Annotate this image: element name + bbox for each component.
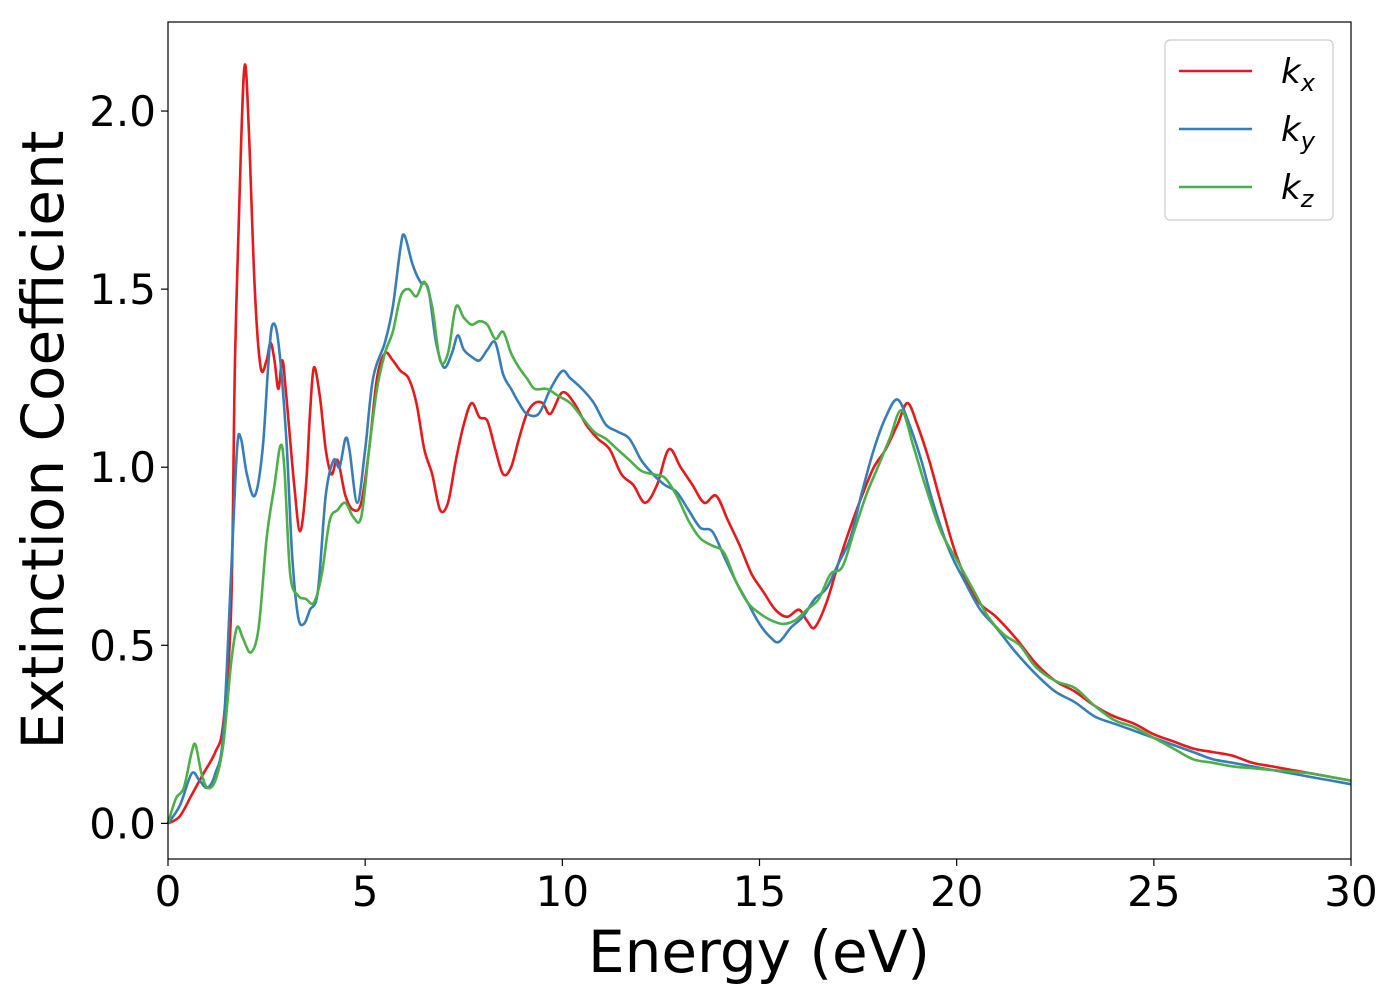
y-tick-label: 1.0 <box>89 443 156 492</box>
legend-label-k-x: kx <box>1281 52 1316 97</box>
y-tick-label: 0.5 <box>89 621 156 670</box>
x-axis: 0 5 10 15 20 25 30 <box>155 859 1378 916</box>
legend: kx ky kz <box>1164 39 1334 221</box>
x-tick-label: 20 <box>930 867 983 916</box>
legend-label-k-z: kz <box>1281 168 1315 213</box>
y-axis: 0.0 0.5 1.0 1.5 2.0 <box>89 87 168 848</box>
x-tick-label: 15 <box>733 867 786 916</box>
y-tick-label: 1.5 <box>89 265 156 314</box>
x-tick-label: 30 <box>1324 867 1377 916</box>
x-tick-label: 25 <box>1127 867 1180 916</box>
y-axis-label: Extinction Coefficient <box>9 131 77 750</box>
legend-label-k-y: ky <box>1281 110 1316 155</box>
y-tick-label: 2.0 <box>89 87 156 136</box>
series-line-k-z <box>166 280 1352 824</box>
series-layer <box>166 63 1352 825</box>
y-tick-label: 0.0 <box>89 799 156 848</box>
x-axis-label: Energy (eV) <box>588 918 930 986</box>
x-tick-label: 0 <box>155 867 182 916</box>
x-tick-label: 10 <box>536 867 589 916</box>
x-tick-label: 5 <box>352 867 379 916</box>
